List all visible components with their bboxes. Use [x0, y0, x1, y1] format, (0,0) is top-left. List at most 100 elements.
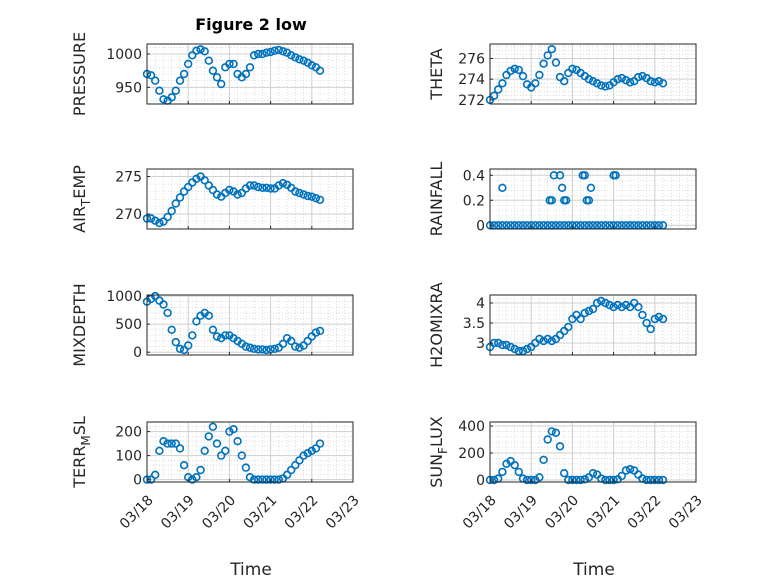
data-point: [650, 475, 659, 485]
data-point: [650, 314, 659, 324]
data-point: [208, 185, 218, 195]
data-point: [229, 425, 238, 434]
data-point: [621, 466, 631, 475]
data-point: [278, 179, 288, 188]
data-point: [291, 342, 300, 351]
y-tick-label: 276: [458, 51, 485, 67]
data-point: [592, 79, 602, 88]
data-point: [557, 183, 567, 193]
plot-area: [490, 422, 696, 482]
data-point: [625, 78, 635, 87]
data-point: [258, 49, 267, 59]
data-point: [654, 76, 664, 86]
data-point: [192, 473, 201, 482]
data-point: [303, 336, 312, 346]
data-point: [225, 185, 234, 195]
data-point: [658, 314, 668, 324]
data-point: [274, 475, 283, 484]
plot-area: [490, 169, 696, 229]
y-axis-label: AIRTEMP: [70, 165, 93, 233]
data-point: [315, 439, 325, 448]
data-point: [266, 184, 275, 193]
data-point: [510, 460, 519, 470]
data-point: [588, 304, 598, 314]
data-point: [572, 475, 581, 485]
data-point: [175, 193, 185, 202]
subplot-theta: 272 274 276 THETA: [427, 43, 697, 109]
data-point: [249, 181, 259, 190]
data-point: [646, 76, 655, 86]
data-point: [245, 63, 255, 72]
data-point: [163, 439, 172, 448]
y-tick-label: 100: [115, 449, 142, 465]
data-point: [642, 318, 651, 328]
data-point: [249, 475, 259, 484]
x-tick-label: 03/21: [241, 492, 281, 532]
data-point: [564, 322, 573, 332]
data-point: [307, 192, 316, 201]
data-point: [568, 475, 577, 485]
y-axis-label: H2OMIXRA: [427, 282, 446, 368]
data-point: [262, 183, 271, 193]
data-point: [621, 300, 631, 310]
data-point: [274, 181, 283, 190]
y-axis-label: THETA: [427, 48, 446, 100]
axes-box: [146, 421, 354, 483]
data-point: [225, 427, 234, 436]
data-point: [522, 475, 532, 485]
data-point: [613, 300, 622, 310]
data-point: [225, 59, 234, 69]
data-point: [584, 74, 594, 84]
axes-box: [146, 168, 354, 230]
data-point: [151, 216, 160, 225]
data-point: [233, 190, 242, 199]
figure-title: Figure 2 low: [195, 15, 307, 34]
data-point: [654, 475, 664, 485]
data-point: [241, 69, 251, 79]
data-point: [258, 183, 267, 193]
data-point: [287, 465, 296, 475]
y-tick-label: 0: [476, 218, 485, 234]
x-tick-label: 03/22: [625, 492, 665, 532]
y-tick-label: 200: [458, 446, 485, 462]
data-point: [625, 465, 635, 474]
data-point: [506, 66, 515, 76]
subplot-terr_msl: 0 100 200 03/18 03/19 03/20 03/21 03/22 03/23 TER…: [70, 416, 363, 532]
y-tick-label: 275: [115, 170, 142, 186]
data-point: [596, 81, 606, 90]
data-point: [576, 314, 585, 324]
x-tick-label: 03/18: [460, 492, 500, 532]
y-tick-label: 0: [133, 345, 142, 361]
data-point: [559, 76, 569, 86]
data-point: [208, 422, 218, 431]
data-point: [658, 475, 668, 485]
data-point: [159, 217, 168, 226]
x-tick-label: 03/19: [501, 492, 541, 532]
data-point: [311, 328, 321, 337]
data-point: [514, 346, 523, 356]
data-point: [592, 298, 602, 308]
data-point: [151, 76, 160, 85]
data-point: [237, 188, 247, 198]
data-point: [249, 51, 259, 60]
data-point: [489, 91, 499, 100]
data-point: [547, 196, 556, 205]
data-point: [159, 95, 168, 104]
y-tick-label: 1000: [106, 47, 142, 63]
data-point: [291, 53, 300, 62]
data-point: [586, 183, 596, 193]
data-point: [179, 187, 189, 196]
y-tick-label: 0: [476, 473, 485, 489]
data-point: [646, 324, 655, 334]
data-point: [287, 336, 296, 346]
x-tick-label: 03/20: [542, 492, 582, 532]
data-point: [311, 444, 321, 453]
data-point: [654, 312, 664, 322]
data-point: [514, 65, 523, 75]
data-point: [237, 451, 247, 460]
data-point: [315, 326, 325, 336]
data-point: [498, 340, 507, 350]
data-point: [212, 332, 222, 341]
data-point: [315, 66, 325, 75]
data-point: [171, 337, 181, 347]
